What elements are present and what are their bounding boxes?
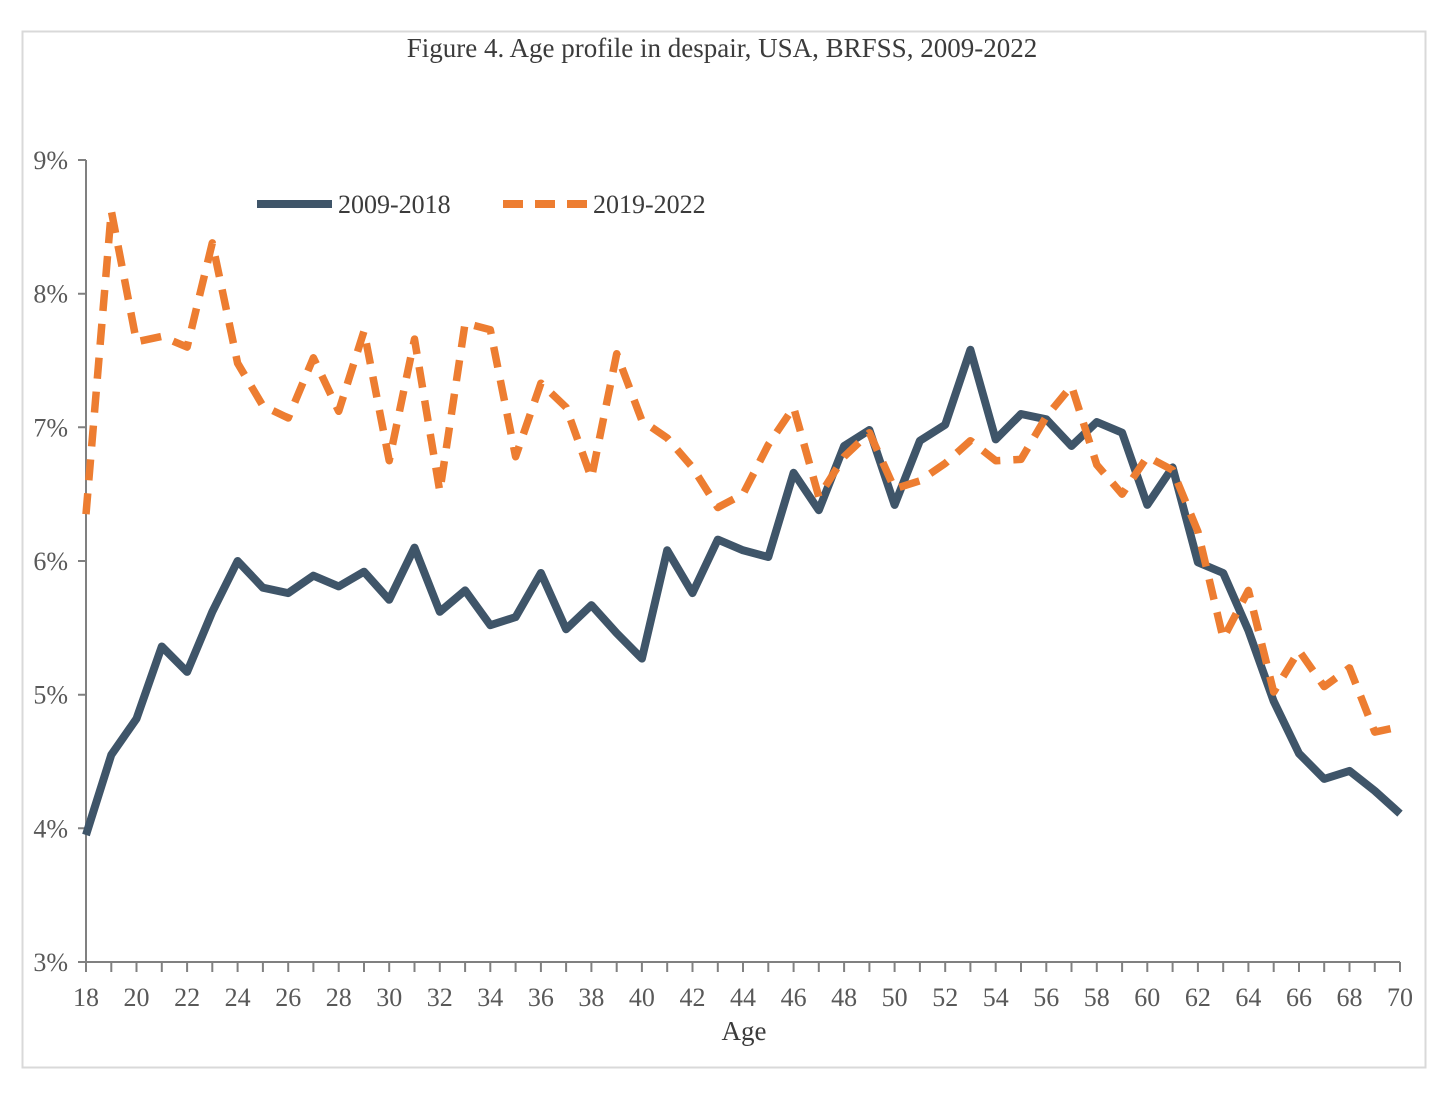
x-tick-label: 68	[1337, 983, 1363, 1012]
axis-lines	[78, 159, 1401, 972]
x-tick-label: 48	[831, 983, 857, 1012]
chart-title: Figure 4. Age profile in despair, USA, B…	[407, 33, 1037, 63]
x-tick-label: 50	[882, 983, 908, 1012]
x-tick-label: 40	[629, 983, 655, 1012]
x-tick-label: 38	[578, 983, 604, 1012]
y-tick-label: 9%	[33, 146, 68, 175]
x-tick-label: 58	[1084, 983, 1110, 1012]
y-tick-label: 6%	[33, 547, 68, 576]
x-tick-label: 64	[1235, 983, 1261, 1012]
x-tick-label: 28	[326, 983, 352, 1012]
y-axis-tick-labels: 3% 4% 5% 6% 7% 8% 9%	[33, 146, 68, 977]
y-tick-label: 7%	[33, 413, 68, 442]
x-tick-label: 20	[124, 983, 150, 1012]
x-axis-tick-labels: 18 20 22 24 26 28 30 32 34 36 38 40 42 44 46 48 50 52 54 56…	[73, 983, 1413, 1012]
x-tick-label: 54	[983, 983, 1009, 1012]
x-tick-label: 32	[427, 983, 453, 1012]
x-tick-label: 56	[1033, 983, 1059, 1012]
x-tick-label: 66	[1286, 983, 1312, 1012]
x-tick-label: 62	[1185, 983, 1211, 1012]
x-axis-title: Age	[722, 1016, 767, 1046]
y-tick-label: 5%	[33, 681, 68, 710]
y-tick-label: 8%	[33, 280, 68, 309]
x-tick-label: 26	[275, 983, 301, 1012]
x-tick-label: 18	[73, 983, 99, 1012]
x-tick-label: 42	[680, 983, 706, 1012]
chart-frame	[21, 30, 1427, 1069]
x-tick-label: 70	[1387, 983, 1413, 1012]
x-tick-label: 36	[528, 983, 554, 1012]
y-tick-label: 3%	[33, 948, 68, 977]
series-line-2019-2022	[82, 207, 1401, 736]
legend: 2009-2018 2019-2022	[257, 190, 706, 219]
x-tick-label: 60	[1134, 983, 1160, 1012]
x-tick-label: 24	[225, 983, 251, 1012]
x-tick-label: 44	[730, 983, 756, 1012]
x-tick-label: 34	[477, 983, 503, 1012]
x-tick-label: 30	[376, 983, 402, 1012]
x-tick-label: 46	[781, 983, 807, 1012]
x-tick-label: 52	[932, 983, 958, 1012]
x-tick-label: 22	[174, 983, 200, 1012]
legend-label-2009-2018: 2009-2018	[338, 190, 451, 219]
y-tick-label: 4%	[33, 814, 68, 843]
legend-label-2019-2022: 2019-2022	[593, 190, 706, 219]
